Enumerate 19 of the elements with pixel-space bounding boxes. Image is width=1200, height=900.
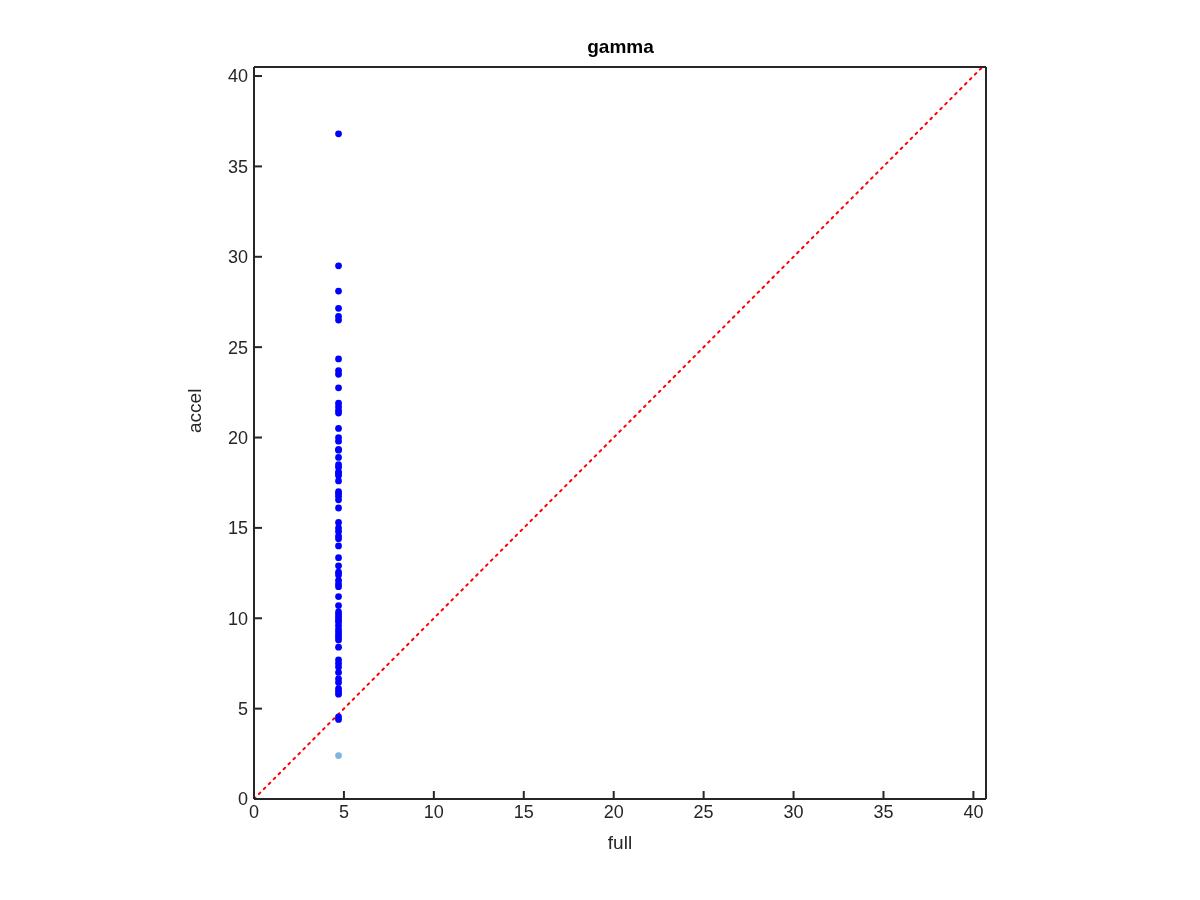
x-tick-label: 5 [338,801,349,822]
y-tick-label: 5 [237,699,248,720]
y-axis-title: accel [183,388,205,433]
x-axis-title: full [607,832,633,853]
x-tick-label: 20 [603,801,624,822]
x-tick-label: 25 [693,801,714,822]
chart-title: gamma [586,36,655,58]
y-tick-label: 15 [227,518,248,539]
y-tick-label: 35 [227,156,248,177]
y-tick-label: 10 [227,608,248,629]
y-tick-label: 25 [227,337,248,358]
x-tick-label: 40 [963,801,984,822]
x-tick-label: 35 [873,801,894,822]
y-tick-label: 30 [227,247,248,268]
x-tick-label: 10 [423,801,444,822]
y-tick-label: 40 [227,66,248,87]
x-tick-label: 30 [783,801,804,822]
y-tick-label: 20 [227,427,248,448]
x-tick-label: 15 [513,801,534,822]
